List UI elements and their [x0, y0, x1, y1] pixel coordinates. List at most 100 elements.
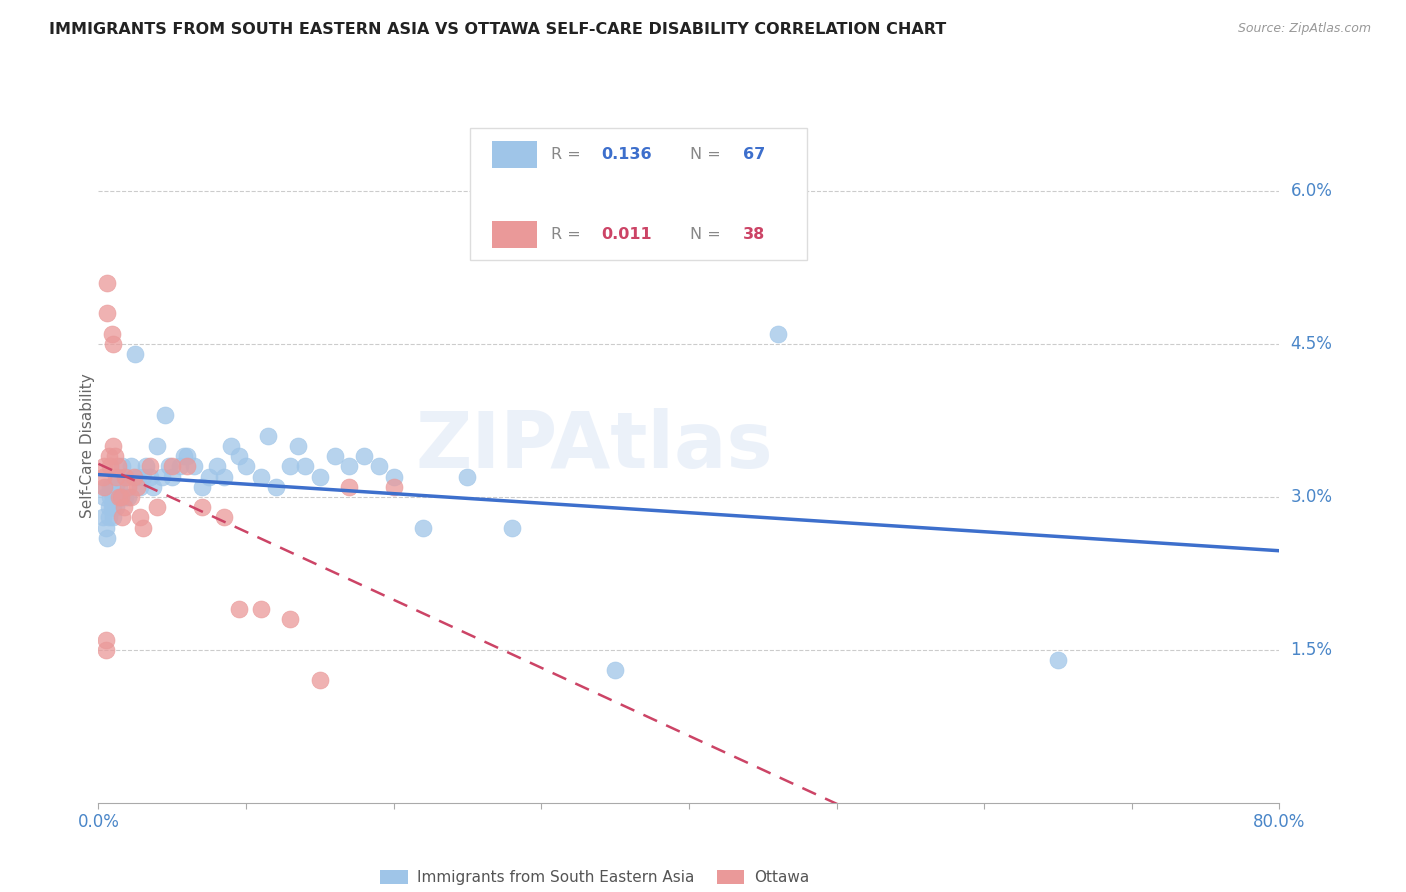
Point [97, 500, 120, 515]
Point [142, 480, 165, 494]
Point [94, 480, 117, 494]
Point [94, 520, 117, 534]
Point [103, 490, 125, 504]
Text: Source: ZipAtlas.com: Source: ZipAtlas.com [1237, 22, 1371, 36]
Point [162, 469, 183, 483]
Text: ZIPAtlas: ZIPAtlas [416, 408, 773, 484]
Point [337, 480, 360, 494]
Point [146, 500, 169, 515]
Text: 38: 38 [744, 227, 765, 242]
Point [127, 469, 149, 483]
Y-axis label: Self-Care Disability: Self-Care Disability [80, 374, 94, 518]
Legend: Immigrants from South Eastern Asia, Ottawa: Immigrants from South Eastern Asia, Otta… [374, 864, 815, 891]
Point [382, 469, 405, 483]
Point [97, 449, 120, 463]
Point [107, 459, 129, 474]
Point [111, 510, 134, 524]
Point [98, 490, 121, 504]
Point [278, 612, 302, 626]
Text: 67: 67 [744, 147, 765, 162]
Point [250, 602, 273, 616]
Point [198, 469, 221, 483]
Point [139, 459, 162, 474]
Point [250, 469, 273, 483]
Text: IMMIGRANTS FROM SOUTH EASTERN ASIA VS OTTAWA SELF-CARE DISABILITY CORRELATION CH: IMMIGRANTS FROM SOUTH EASTERN ASIA VS OT… [49, 22, 946, 37]
Text: R =: R = [551, 227, 586, 242]
Point [93, 490, 115, 504]
Point [104, 480, 127, 494]
Point [125, 480, 148, 494]
Point [94, 643, 117, 657]
Text: N =: N = [690, 147, 725, 162]
Text: 1.5%: 1.5% [1291, 640, 1333, 659]
Point [176, 459, 198, 474]
Point [605, 663, 627, 677]
Point [107, 469, 129, 483]
Point [110, 490, 132, 504]
Point [368, 459, 391, 474]
Point [128, 480, 150, 494]
Point [139, 469, 162, 483]
Point [100, 480, 122, 494]
Point [100, 326, 122, 341]
Point [278, 459, 302, 474]
Point [412, 520, 434, 534]
Point [501, 520, 523, 534]
Point [294, 459, 316, 474]
FancyBboxPatch shape [471, 128, 807, 260]
Text: N =: N = [690, 227, 725, 242]
Point [104, 449, 127, 463]
Point [287, 439, 309, 453]
Point [228, 449, 250, 463]
Point [96, 306, 118, 320]
Point [173, 449, 195, 463]
Point [382, 480, 405, 494]
Point [212, 469, 235, 483]
Point [146, 439, 169, 453]
Point [105, 469, 128, 483]
Point [150, 469, 173, 483]
Point [257, 429, 280, 443]
Point [157, 459, 180, 474]
Point [117, 480, 139, 494]
Point [309, 673, 332, 688]
Point [103, 500, 125, 515]
Point [100, 500, 122, 515]
Point [91, 510, 114, 524]
Point [96, 276, 118, 290]
Point [105, 480, 128, 494]
Point [97, 510, 120, 524]
Point [132, 469, 155, 483]
Point [108, 480, 131, 494]
Text: 3.0%: 3.0% [1291, 488, 1333, 506]
Point [93, 459, 115, 474]
Point [162, 459, 183, 474]
Point [191, 500, 214, 515]
Point [96, 531, 118, 545]
Point [94, 632, 117, 647]
Point [117, 490, 139, 504]
Point [1046, 653, 1069, 667]
Text: 0.136: 0.136 [602, 147, 652, 162]
Point [93, 480, 115, 494]
FancyBboxPatch shape [492, 141, 537, 169]
Point [235, 459, 257, 474]
Point [323, 449, 346, 463]
Point [183, 459, 205, 474]
Point [124, 347, 146, 361]
Point [228, 602, 250, 616]
Text: 0.011: 0.011 [602, 227, 652, 242]
Point [309, 469, 332, 483]
Point [132, 520, 155, 534]
Point [108, 490, 131, 504]
Point [153, 409, 176, 423]
Point [104, 490, 127, 504]
Point [264, 480, 287, 494]
Point [219, 439, 242, 453]
Point [111, 459, 134, 474]
Point [110, 490, 132, 504]
Text: R =: R = [551, 147, 586, 162]
Point [91, 469, 114, 483]
FancyBboxPatch shape [492, 220, 537, 248]
Point [337, 459, 360, 474]
